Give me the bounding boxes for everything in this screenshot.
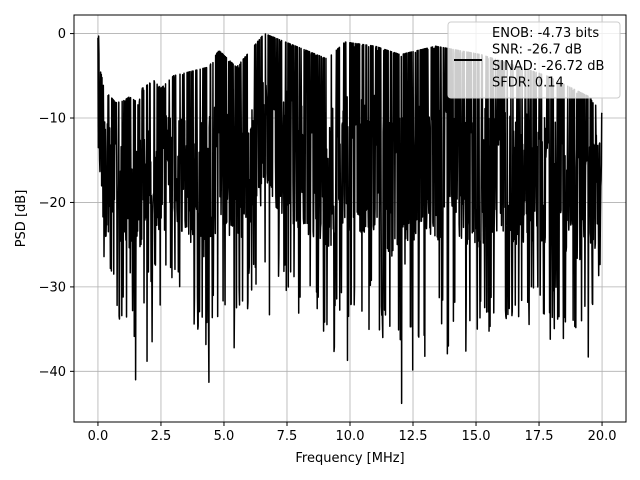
x-tick-label: 10.0 (336, 429, 365, 444)
legend-sfdr: SFDR: 0.14 (492, 76, 564, 91)
x-tick-label: 5.0 (214, 429, 235, 444)
x-axis-label: Frequency [MHz] (295, 451, 404, 466)
legend-box (447, 21, 621, 99)
y-tick-label: 0 (58, 27, 66, 42)
legend-snr: SNR: -26.7 dB (492, 43, 582, 58)
axis-ticks: 0.0 2.5 5.0 7.5 10.0 12.5 15.0 17.5 20.0 0 −10 −20 −… (39, 27, 617, 444)
psd-line (97, 33, 603, 405)
legend-sinad: SINAD: -26.72 dB (492, 59, 604, 74)
y-tick-label: −20 (39, 196, 66, 211)
x-tick-label: 15.0 (462, 429, 491, 444)
x-tick-label: 0.0 (88, 429, 109, 444)
psd-series (97, 33, 603, 405)
x-tick-label: 7.5 (277, 429, 298, 444)
x-tick-label: 20.0 (588, 429, 617, 444)
y-axis-label: PSD [dB] (14, 190, 29, 248)
y-tick-label: −40 (39, 365, 66, 380)
y-tick-label: −10 (39, 112, 66, 127)
legend: ENOB: -4.73 bits SNR: -26.7 dB SINAD: -2… (447, 21, 621, 99)
x-tick-label: 12.5 (399, 429, 428, 444)
x-tick-label: 2.5 (151, 429, 172, 444)
x-tick-label: 17.5 (525, 429, 554, 444)
legend-enob: ENOB: -4.73 bits (492, 26, 599, 41)
y-tick-label: −30 (39, 280, 66, 295)
